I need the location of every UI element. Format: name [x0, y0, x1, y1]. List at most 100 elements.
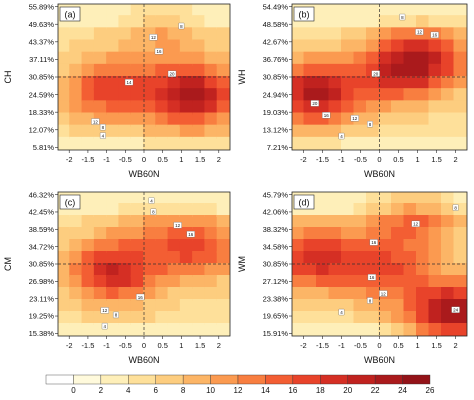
contour-value-label: 20: [167, 70, 177, 77]
contour-label-box: [91, 118, 100, 125]
heat-cell: [303, 239, 318, 253]
heat-cell: [130, 39, 145, 54]
heat-cell: [341, 323, 356, 336]
heat-cell: [328, 15, 343, 30]
y-tick-label: 49.63%: [29, 20, 55, 29]
contour-label-box: [178, 22, 185, 30]
heat-cell: [341, 299, 356, 313]
heat-cell: [167, 124, 182, 139]
heat-cell: [391, 27, 406, 42]
contour-label-text: 4: [340, 310, 343, 315]
heat-cell: [216, 76, 230, 91]
colorbar-label: 22: [371, 386, 380, 395]
heat-cell: [341, 27, 356, 42]
heat-cell: [391, 227, 406, 241]
heat-cell: [403, 39, 418, 54]
x-tick-label: 0.5: [393, 341, 403, 350]
y-tick-label: 23.11%: [29, 294, 54, 303]
heat-cell: [216, 136, 230, 150]
heat-cell: [216, 215, 230, 229]
x-axis-label: WB60N: [364, 355, 395, 365]
y-tick-label: 19.65%: [263, 312, 289, 321]
heat-cell: [378, 215, 393, 229]
heat-cell: [58, 124, 72, 139]
contour-label-box: [113, 311, 119, 319]
heat-cell: [58, 76, 72, 91]
heat-cell: [341, 227, 356, 241]
heat-cell: [69, 124, 84, 139]
heat-cell: [366, 39, 381, 54]
contour-value-label: 8: [452, 204, 459, 211]
heat-cell: [179, 299, 195, 313]
heat-cell: [130, 100, 145, 115]
heat-cell: [428, 192, 443, 205]
heat-cell: [143, 76, 158, 91]
heat-cell: [292, 112, 306, 127]
heat-cell: [179, 275, 195, 289]
heat-cell: [453, 88, 467, 103]
heat-cell: [106, 323, 121, 336]
heat-cell: [93, 27, 109, 42]
heat-cell: [416, 275, 431, 289]
x-axis-label: WB60N: [128, 355, 159, 365]
contour-value-label: 12: [415, 28, 424, 36]
panel-tag: (a): [65, 10, 76, 20]
heat-cell: [416, 287, 431, 301]
x-tick-label: -2: [66, 155, 73, 164]
heat-cell: [403, 203, 418, 217]
heat-cell: [441, 227, 456, 241]
heat-cell: [167, 76, 182, 91]
heat-cell: [93, 51, 109, 66]
heat-cell: [106, 27, 121, 42]
heat-cell: [192, 275, 207, 289]
heat-cell: [130, 263, 145, 277]
heat-cell: [143, 15, 158, 30]
heat-cell: [453, 63, 467, 78]
colorbar-swatch: [292, 374, 321, 385]
heat-cell: [216, 39, 230, 54]
heat-cell: [118, 203, 133, 217]
heat-cell: [204, 275, 219, 289]
colorbar-label: 4: [126, 386, 131, 395]
contour-value-label: 16: [430, 31, 439, 39]
heat-cell: [316, 124, 331, 139]
heat-cell: [328, 51, 343, 66]
contour-label-box: [322, 112, 331, 119]
heat-cell: [391, 63, 406, 78]
contour-label-box: [338, 308, 345, 316]
heat-cell: [143, 88, 158, 103]
contour-value-label: 4: [99, 132, 106, 139]
heat-cell: [353, 215, 368, 229]
heat-cell: [216, 27, 230, 42]
heat-cell: [216, 112, 230, 127]
heat-cell: [441, 4, 456, 18]
heat-cell: [167, 287, 182, 301]
heat-cell: [179, 88, 195, 103]
contour-value-label: 12: [350, 115, 359, 122]
heat-cell: [69, 27, 84, 42]
heat-cell: [130, 112, 145, 127]
y-tick-label: 23.38%: [263, 294, 289, 303]
heat-cell: [403, 251, 418, 265]
heat-cell: [204, 299, 219, 313]
heat-cell: [366, 27, 381, 42]
x-tick-label: -2: [300, 341, 307, 350]
heat-cell: [58, 215, 72, 229]
heat-cell: [118, 215, 133, 229]
heat-cell: [453, 112, 467, 127]
heat-cell: [366, 15, 381, 30]
heat-cell: [81, 215, 96, 229]
heat-cell: [353, 124, 368, 139]
heat-cell: [416, 136, 431, 150]
heat-cell: [106, 203, 121, 217]
heat-cell: [69, 239, 84, 253]
heat-cell: [192, 4, 207, 18]
heat-cell: [378, 100, 393, 115]
y-tick-label: 24.59%: [29, 90, 55, 99]
heat-cell: [106, 100, 121, 115]
heat-cell: [204, 136, 219, 150]
heat-cell: [441, 311, 456, 325]
heat-cell: [143, 39, 158, 54]
heat-cell: [378, 239, 393, 253]
heat-cell: [106, 299, 121, 313]
